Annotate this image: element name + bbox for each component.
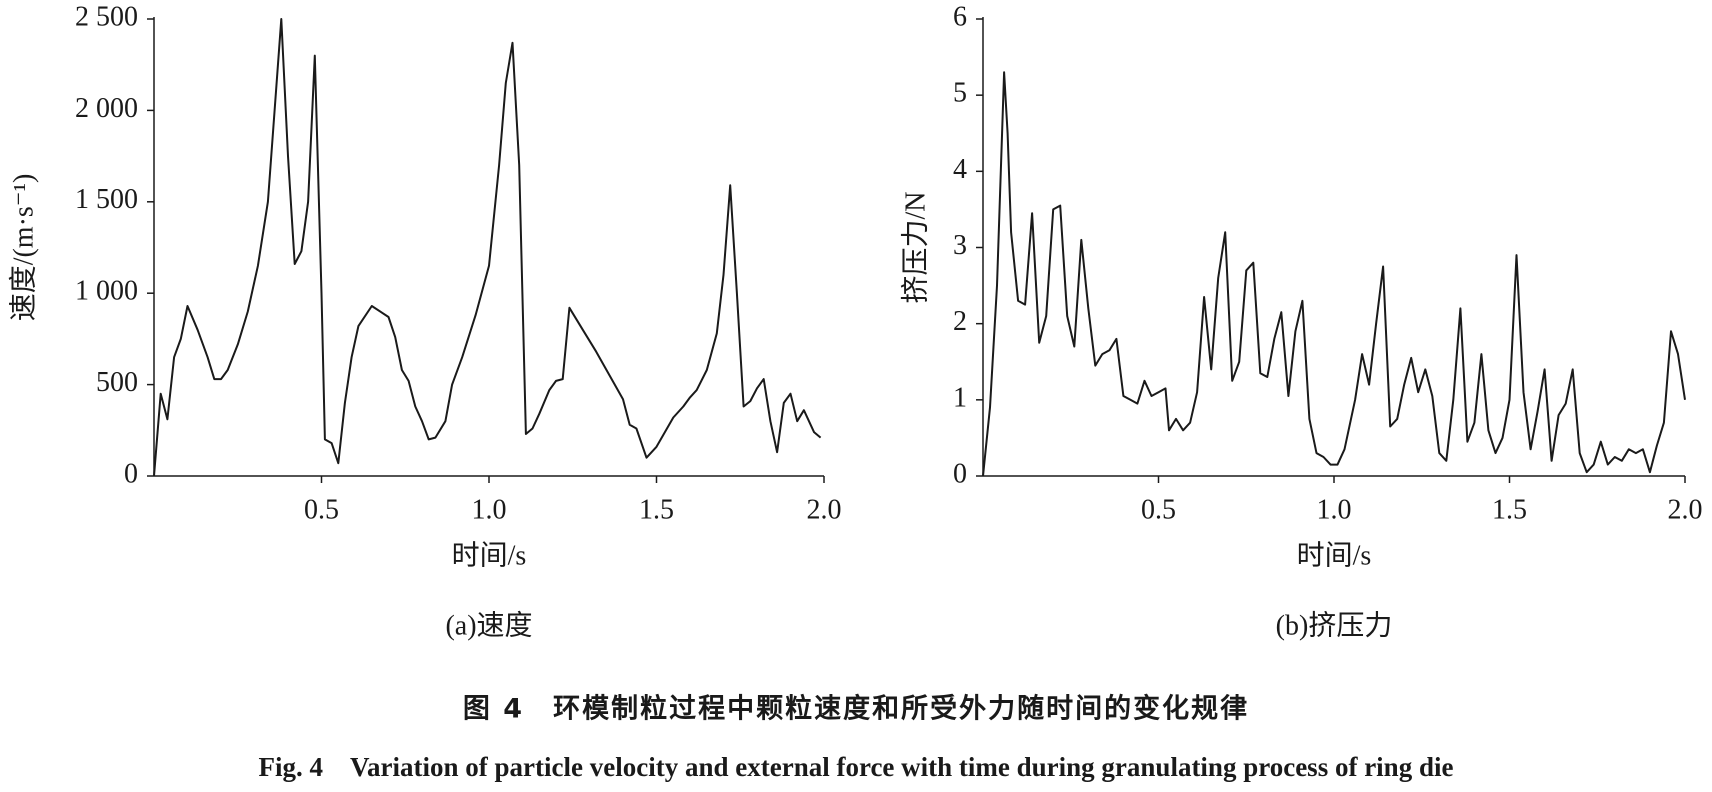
x-axis-label: 时间/s: [1297, 539, 1372, 571]
y-tick-label: 2 000: [75, 93, 138, 124]
data-line: [153, 18, 822, 477]
x-tick-label: 1.0: [1317, 494, 1352, 525]
y-tick-label: 0: [124, 458, 138, 489]
x-tick-label: 2.0: [1668, 494, 1703, 525]
x-axis-label: 时间/s: [452, 539, 527, 571]
y-tick-label: 1: [953, 382, 967, 413]
x-tick-label: 1.5: [1492, 494, 1527, 525]
x-tick-label: 1.5: [639, 494, 674, 525]
data-line: [982, 71, 1686, 477]
x-tick-label: 2.0: [807, 494, 842, 525]
y-axis-label: 挤压力/N: [899, 191, 931, 303]
subtitle: (a)速度: [445, 609, 532, 641]
y-tick-label: 4: [953, 154, 967, 185]
x-tick-label: 0.5: [1141, 494, 1176, 525]
caption-cn: 图 4 环模制粒过程中颗粒速度和所受外力随时间的变化规律: [463, 693, 1249, 725]
y-tick-label: 2: [953, 306, 967, 337]
y-tick-label: 1 000: [75, 276, 138, 307]
y-tick-label: 0: [953, 458, 967, 489]
y-tick-label: 1 500: [75, 184, 138, 215]
subtitle: (b)挤压力: [1276, 609, 1393, 641]
y-tick-label: 2 500: [75, 1, 138, 32]
caption-en: Fig. 4 Variation of particle velocity an…: [259, 752, 1454, 782]
y-tick-label: 6: [953, 1, 967, 32]
y-tick-label: 3: [953, 230, 967, 261]
y-tick-label: 5: [953, 78, 967, 109]
x-tick-label: 1.0: [472, 494, 507, 525]
y-axis-label: 速度/(m·s⁻¹): [7, 174, 39, 322]
x-tick-label: 0.5: [304, 494, 339, 525]
y-tick-label: 500: [96, 367, 138, 398]
